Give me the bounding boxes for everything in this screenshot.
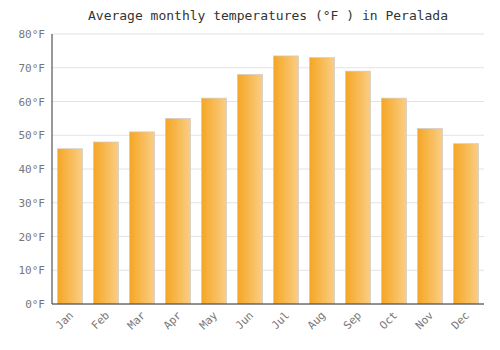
- x-axis-ticks: Jan Feb Mar Apr May Jun Jul Aug Sep Oct Nov Dec: [53, 309, 472, 333]
- bar: [165, 118, 190, 304]
- y-tick-label: 30°F: [19, 197, 46, 210]
- bar: [57, 149, 82, 304]
- bar: [93, 142, 118, 304]
- x-tick-label: Feb: [89, 309, 112, 332]
- bar: [201, 98, 226, 304]
- grid-line: [52, 67, 484, 68]
- x-tick-label: Oct: [377, 309, 400, 332]
- x-tick-label: Jan: [53, 309, 76, 332]
- title: Average monthly temperatures (°F ) in Pe…: [88, 8, 448, 23]
- x-axis-line: [52, 304, 484, 305]
- y-tick-label: 20°F: [19, 231, 46, 244]
- bars: [57, 56, 478, 304]
- y-tick-label: 0°F: [25, 298, 45, 311]
- y-tick-label: 80°F: [19, 28, 46, 41]
- bar: [381, 98, 406, 304]
- y-tick-label: 10°F: [19, 264, 46, 277]
- x-tick-label: Nov: [413, 309, 437, 333]
- y-tick-label: 70°F: [19, 62, 46, 75]
- grid: [52, 34, 484, 304]
- y-tick-label: 60°F: [19, 96, 46, 109]
- grid-line: [52, 304, 484, 305]
- grid-line: [52, 34, 484, 35]
- y-tick-label: 40°F: [19, 163, 46, 176]
- y-axis-ticks: 0°F 10°F 20°F 30°F 40°F 50°F 60°F 70°F 80°F: [19, 28, 46, 311]
- bar: [345, 71, 370, 304]
- y-tick-label: 50°F: [19, 129, 46, 142]
- bar: [129, 132, 154, 304]
- bar: [309, 58, 334, 304]
- x-tick-label: Jul: [269, 309, 292, 332]
- x-tick-label: Mar: [125, 309, 149, 333]
- bar: [417, 129, 442, 305]
- x-tick-label: Sep: [341, 309, 364, 332]
- chart: Average monthly temperatures (°F ) in Pe…: [0, 0, 500, 350]
- x-tick-label: Aug: [305, 309, 328, 332]
- chart-container: Average monthly temperatures (°F ) in Pe…: [0, 0, 500, 350]
- bar: [453, 144, 478, 304]
- x-tick-label: Jun: [233, 309, 256, 332]
- grid-line: [52, 101, 484, 102]
- y-axis-line: [52, 34, 53, 304]
- x-tick-label: Apr: [161, 309, 185, 333]
- bar: [273, 56, 298, 304]
- bar: [237, 75, 262, 305]
- x-tick-label: Dec: [449, 309, 472, 332]
- x-tick-label: May: [197, 309, 221, 333]
